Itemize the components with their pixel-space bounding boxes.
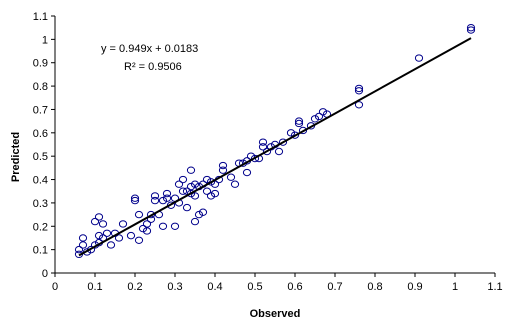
- x-tick-label: 1: [452, 281, 458, 293]
- x-tick-label: 0.7: [327, 281, 342, 293]
- data-point: [202, 187, 212, 195]
- data-point: [466, 26, 476, 34]
- data-point: [258, 143, 268, 151]
- data-point: [186, 166, 196, 174]
- y-tick-label: 0: [42, 268, 48, 280]
- regression-equation: y = 0.949x + 0.0183: [101, 43, 198, 55]
- x-tick-label: 0.5: [247, 281, 262, 293]
- y-tick-label: 0.1: [33, 245, 48, 257]
- y-tick-label: 0.7: [33, 104, 48, 116]
- data-point: [354, 87, 364, 95]
- data-point: [126, 231, 136, 240]
- data-point: [210, 189, 220, 198]
- y-tick-label: 1.1: [33, 11, 48, 23]
- data-point: [170, 222, 180, 230]
- data-point: [190, 192, 200, 200]
- r-squared-label: R² = 0.9506: [124, 61, 182, 73]
- y-tick-label: 0.6: [33, 128, 48, 140]
- data-point: [134, 210, 144, 219]
- data-point: [130, 196, 140, 205]
- y-tick-label: 0.2: [33, 221, 48, 233]
- data-point: [118, 220, 128, 228]
- data-point: [258, 138, 268, 146]
- data-point: [218, 166, 228, 174]
- data-point: [134, 236, 144, 244]
- y-axis-ticks: 0 0.1 0.2 0.3 0.4 0.5 0.6 0.7 0.8 0.9 1 1.1: [33, 11, 55, 280]
- data-point: [162, 189, 172, 198]
- data-point: [150, 196, 160, 205]
- data-point: [230, 180, 240, 188]
- data-point: [414, 54, 424, 62]
- data-point: [78, 234, 88, 242]
- data-point: [198, 208, 208, 216]
- data-point: [178, 187, 188, 195]
- data-point: [190, 217, 200, 226]
- data-point: [162, 194, 172, 202]
- y-axis-title: Predicted: [10, 132, 22, 182]
- y-tick-label: 0.9: [33, 58, 48, 70]
- y-tick-label: 0.8: [33, 81, 48, 93]
- data-point: [242, 168, 252, 177]
- data-point: [298, 126, 308, 135]
- trendline: [78, 37, 472, 257]
- data-point: [178, 175, 188, 184]
- y-tick-label: 0.3: [33, 198, 48, 210]
- data-point: [294, 119, 304, 128]
- data-point: [150, 192, 160, 200]
- data-point: [354, 101, 364, 109]
- data-point: [142, 227, 152, 235]
- data-point: [74, 245, 84, 254]
- data-point: [218, 161, 228, 170]
- data-point: [290, 131, 300, 139]
- x-tick-label: 0.6: [287, 281, 302, 293]
- data-point: [102, 229, 112, 237]
- data-points: [74, 23, 476, 259]
- x-tick-label: 0.1: [87, 281, 102, 293]
- x-tick-label: 1.1: [487, 281, 502, 293]
- data-point: [354, 84, 364, 93]
- x-tick-label: 0.3: [167, 281, 182, 293]
- data-point: [106, 241, 116, 249]
- data-point: [130, 194, 140, 202]
- x-tick-label: 0: [52, 281, 58, 293]
- data-point: [98, 220, 108, 228]
- data-point: [314, 112, 324, 121]
- data-point: [278, 138, 288, 146]
- data-point: [158, 222, 168, 230]
- data-point: [466, 23, 476, 32]
- data-point: [182, 203, 192, 212]
- data-point: [262, 147, 272, 156]
- data-point: [90, 217, 100, 226]
- data-point: [294, 117, 304, 125]
- data-point: [226, 173, 236, 181]
- y-tick-label: 0.4: [33, 175, 48, 187]
- data-point: [94, 213, 104, 221]
- data-point: [78, 241, 88, 249]
- data-point: [174, 180, 184, 188]
- x-tick-label: 0.8: [367, 281, 382, 293]
- data-point: [274, 147, 284, 156]
- data-point: [166, 201, 176, 209]
- y-tick-label: 1: [42, 34, 48, 46]
- x-tick-label: 0.9: [407, 281, 422, 293]
- y-tick-label: 0.5: [33, 151, 48, 163]
- x-tick-label: 0.4: [207, 281, 222, 293]
- x-axis-ticks: 0 0.1 0.2 0.3 0.4 0.5 0.6 0.7 0.8 0.9 1 1.1: [52, 273, 503, 293]
- x-axis-title: Observed: [250, 308, 301, 320]
- x-tick-label: 0.2: [127, 281, 142, 293]
- data-point: [142, 220, 152, 228]
- data-point: [114, 234, 124, 242]
- data-point: [250, 154, 260, 163]
